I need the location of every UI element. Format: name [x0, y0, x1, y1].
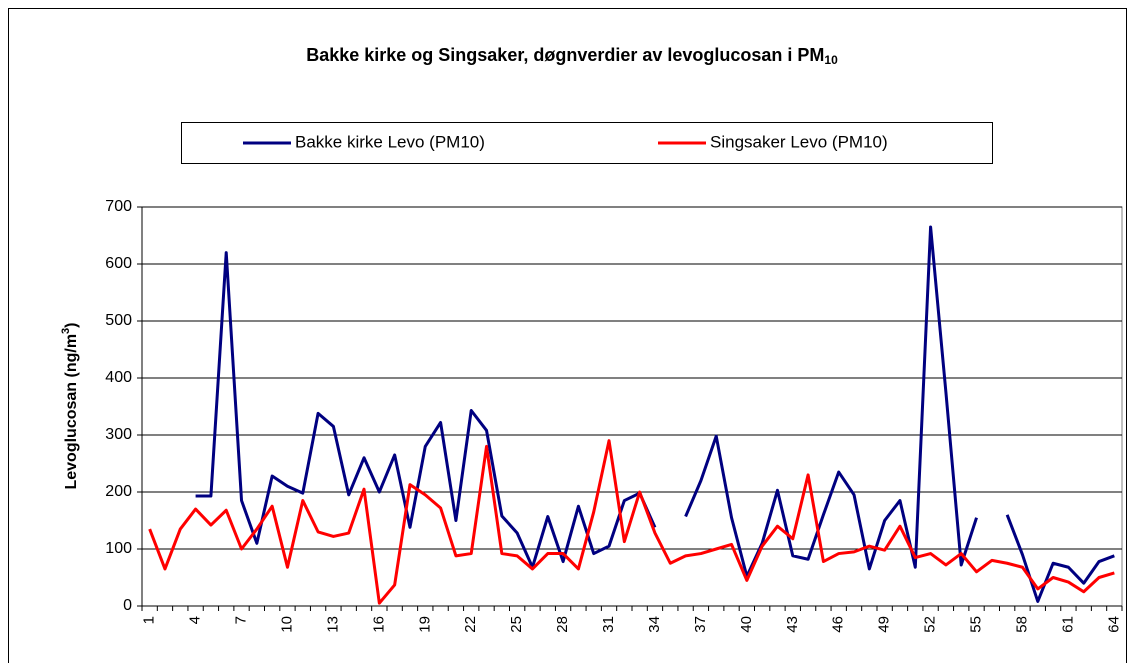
x-tick-label: 31 — [600, 616, 617, 633]
y-label-superscript: 3 — [60, 328, 72, 334]
legend-label: Bakke kirke Levo (PM10) — [295, 132, 485, 151]
y-tick-label: 600 — [105, 255, 132, 272]
y-tick-label: 100 — [105, 540, 132, 557]
x-tick-label: 37 — [692, 616, 709, 633]
x-tick-label: 4 — [187, 616, 204, 624]
x-tick-label: 61 — [1059, 616, 1076, 633]
chart-title: Bakke kirke og Singsaker, døgnverdier av… — [306, 45, 838, 67]
x-tick-label: 55 — [968, 616, 985, 633]
plot-area — [141, 206, 1123, 607]
x-tick-label: 64 — [1105, 616, 1122, 633]
x-tick-label: 10 — [278, 616, 295, 633]
y-label-main: Levoglucosan (ng/m — [63, 334, 80, 490]
x-tick-label: 46 — [830, 616, 847, 633]
y-label-end: ) — [63, 322, 80, 327]
y-tick-label: 400 — [105, 369, 132, 386]
y-tick-label: 0 — [123, 597, 132, 614]
x-tick-label: 52 — [922, 616, 939, 633]
x-tick-label: 1 — [141, 616, 158, 624]
x-tick-label: 13 — [324, 616, 341, 633]
data-line — [195, 225, 1115, 603]
x-tick-label: 7 — [233, 616, 250, 624]
x-tick-label: 28 — [554, 616, 571, 633]
y-axis-title: Levoglucosan (ng/m3) — [60, 322, 80, 489]
x-tick-label: 49 — [876, 616, 893, 633]
x-tick-label: 25 — [508, 616, 525, 633]
x-tick-label: 40 — [738, 616, 755, 633]
y-tick-label: 700 — [105, 198, 132, 215]
x-tick-label: 43 — [784, 616, 801, 633]
x-tick-label: 58 — [1013, 616, 1030, 633]
y-tick-label: 200 — [105, 483, 132, 500]
legend-label: Singsaker Levo (PM10) — [710, 132, 888, 151]
y-tick-label: 500 — [105, 312, 132, 329]
chart-frame — [8, 8, 1127, 663]
data-line — [148, 439, 1115, 605]
legend-box — [181, 122, 993, 164]
x-tick-label: 16 — [370, 616, 387, 633]
title-main: Bakke kirke og Singsaker, døgnverdier av… — [306, 45, 824, 65]
title-subscript: 10 — [824, 53, 838, 67]
y-tick-label: 300 — [105, 426, 132, 443]
x-tick-label: 22 — [462, 616, 479, 633]
x-tick-label: 34 — [646, 616, 663, 633]
x-tick-label: 19 — [416, 616, 433, 633]
